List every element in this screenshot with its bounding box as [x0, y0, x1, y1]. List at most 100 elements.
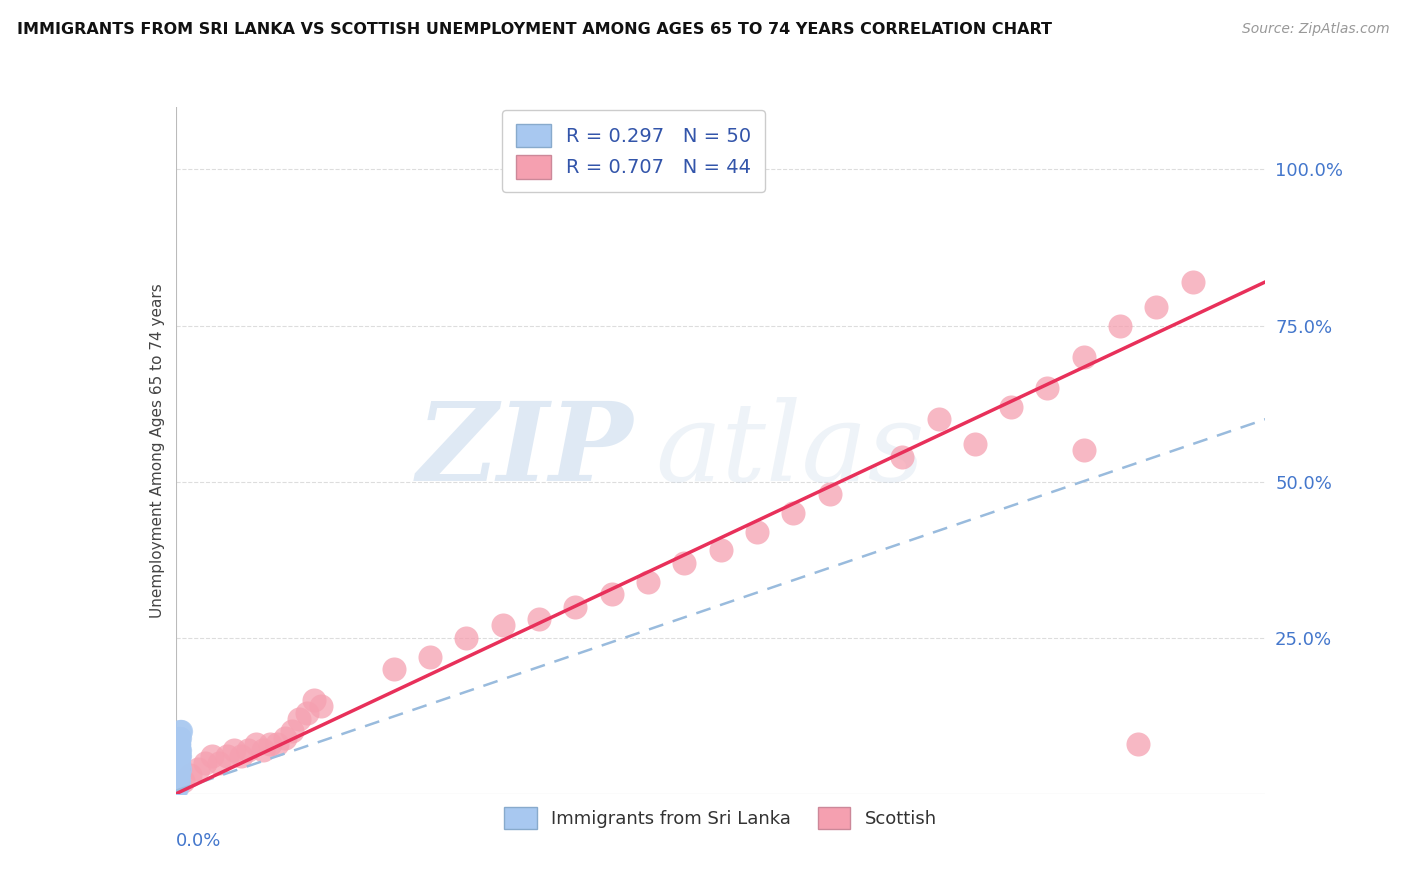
Point — [167, 749, 190, 764]
Point — [166, 768, 188, 782]
Point — [456, 631, 478, 645]
Point — [167, 743, 190, 757]
Point — [167, 756, 190, 770]
Point — [492, 618, 515, 632]
Point — [419, 649, 441, 664]
Point — [201, 749, 224, 764]
Point — [1128, 737, 1150, 751]
Point — [166, 774, 188, 789]
Point — [1146, 300, 1168, 314]
Text: atlas: atlas — [655, 397, 925, 504]
Point — [169, 762, 191, 776]
Point — [186, 762, 209, 776]
Point — [166, 768, 188, 782]
Point — [179, 768, 201, 782]
Point — [169, 737, 191, 751]
Point — [382, 662, 405, 676]
Text: IMMIGRANTS FROM SRI LANKA VS SCOTTISH UNEMPLOYMENT AMONG AGES 65 TO 74 YEARS COR: IMMIGRANTS FROM SRI LANKA VS SCOTTISH UN… — [17, 22, 1052, 37]
Point — [194, 756, 217, 770]
Point — [963, 437, 986, 451]
Point — [166, 768, 188, 782]
Point — [1036, 381, 1059, 395]
Point — [166, 768, 188, 782]
Legend: Immigrants from Sri Lanka, Scottish: Immigrants from Sri Lanka, Scottish — [496, 800, 945, 837]
Point — [169, 743, 191, 757]
Point — [166, 780, 188, 795]
Point — [231, 749, 253, 764]
Y-axis label: Unemployment Among Ages 65 to 74 years: Unemployment Among Ages 65 to 74 years — [149, 283, 165, 618]
Point — [167, 774, 190, 789]
Point — [637, 574, 659, 589]
Text: 0.0%: 0.0% — [176, 831, 221, 850]
Point — [564, 599, 586, 614]
Text: ZIP: ZIP — [416, 397, 633, 504]
Point — [673, 556, 696, 570]
Point — [167, 768, 190, 782]
Point — [215, 749, 238, 764]
Point — [169, 737, 191, 751]
Point — [745, 524, 768, 539]
Point — [266, 737, 288, 751]
Point — [1109, 318, 1132, 333]
Point — [172, 774, 194, 789]
Point — [166, 774, 188, 789]
Point — [167, 737, 190, 751]
Point — [600, 587, 623, 601]
Point — [169, 724, 191, 739]
Point — [295, 706, 318, 720]
Point — [891, 450, 914, 464]
Point — [166, 768, 188, 782]
Point — [309, 699, 332, 714]
Point — [928, 412, 950, 426]
Point — [166, 774, 188, 789]
Point — [208, 756, 231, 770]
Point — [1181, 275, 1204, 289]
Point — [252, 743, 274, 757]
Point — [167, 756, 190, 770]
Point — [1073, 350, 1095, 364]
Point — [167, 756, 190, 770]
Point — [166, 780, 188, 795]
Point — [166, 768, 188, 782]
Point — [166, 780, 188, 795]
Point — [166, 762, 188, 776]
Point — [288, 712, 311, 726]
Point — [222, 743, 245, 757]
Point — [169, 768, 191, 782]
Point — [166, 774, 188, 789]
Point — [818, 487, 841, 501]
Point — [167, 756, 190, 770]
Point — [710, 543, 733, 558]
Point — [169, 731, 191, 745]
Point — [170, 724, 193, 739]
Point — [169, 749, 191, 764]
Point — [169, 731, 191, 745]
Text: Source: ZipAtlas.com: Source: ZipAtlas.com — [1241, 22, 1389, 37]
Point — [302, 693, 325, 707]
Point — [1000, 400, 1022, 414]
Point — [167, 749, 190, 764]
Point — [166, 756, 188, 770]
Point — [259, 737, 281, 751]
Point — [167, 762, 190, 776]
Point — [1073, 443, 1095, 458]
Point — [167, 749, 190, 764]
Point — [166, 774, 188, 789]
Point — [167, 756, 190, 770]
Point — [238, 743, 260, 757]
Point — [281, 724, 304, 739]
Point — [245, 737, 267, 751]
Point — [167, 743, 190, 757]
Point — [167, 749, 190, 764]
Point — [274, 731, 297, 745]
Point — [167, 762, 190, 776]
Point — [166, 762, 188, 776]
Point — [167, 762, 190, 776]
Point — [527, 612, 550, 626]
Point — [169, 737, 191, 751]
Point — [782, 506, 804, 520]
Point — [166, 774, 188, 789]
Point — [167, 749, 190, 764]
Point — [167, 743, 190, 757]
Point — [167, 756, 190, 770]
